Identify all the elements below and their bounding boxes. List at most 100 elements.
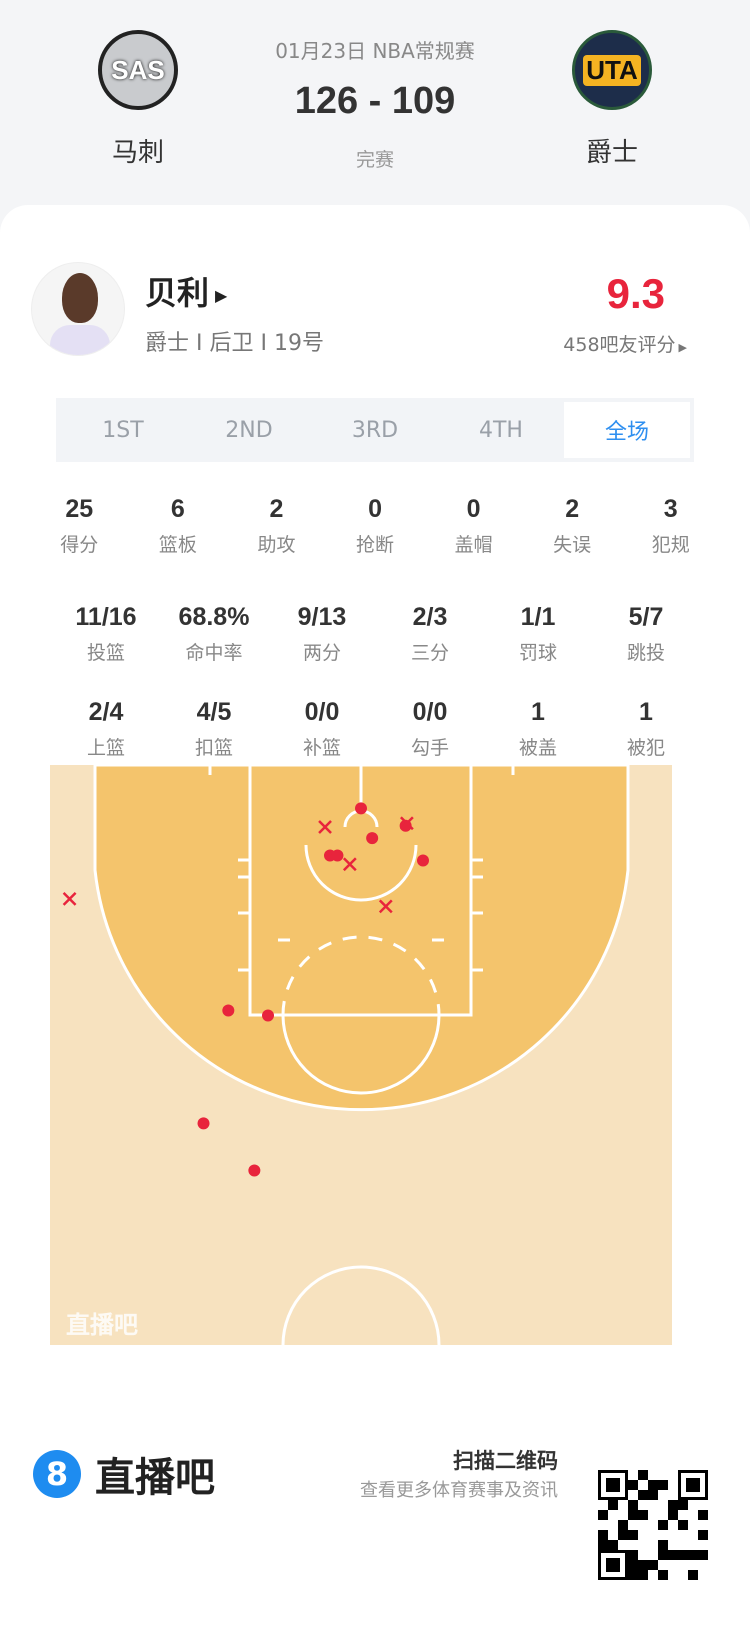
- stat-value: 0: [466, 495, 481, 523]
- stat-value: 11/16: [75, 603, 137, 631]
- home-team-name: 马刺: [111, 138, 164, 168]
- stat-value: 1: [531, 698, 545, 726]
- shot-made: [366, 832, 379, 845]
- stat-label: 盖帽: [454, 534, 493, 556]
- stat-stats_row1-4: 0 盖帽: [424, 495, 523, 557]
- stat-value: 2/3: [412, 603, 448, 631]
- stat-stats_row3-1: 4/5 扣篮: [160, 698, 268, 760]
- player-rating: 9.3: [606, 270, 665, 317]
- away-team-logo: UTA: [572, 30, 652, 110]
- stat-stats_row3-5: 1 被犯: [592, 698, 700, 760]
- stat-value: 4/5: [196, 698, 232, 726]
- three-point-line: [93, 765, 630, 1112]
- stat-label: 补篮: [302, 737, 341, 759]
- away-team-name: 爵士: [585, 138, 638, 168]
- shot-made: [355, 802, 367, 815]
- tab-4th[interactable]: 4TH: [479, 417, 523, 443]
- home-team[interactable]: SAS 马刺: [58, 30, 218, 169]
- stat-label: 勾手: [410, 737, 449, 759]
- stat-value: 6: [170, 495, 185, 523]
- stat-stats_row2-1: 68.8% 命中率: [160, 603, 268, 665]
- watermark: 直播吧: [66, 1311, 138, 1339]
- player-name: 贝利: [145, 274, 210, 312]
- stat-label: 扣篮: [194, 737, 233, 759]
- stat-stats_row3-4: 1 被盖: [484, 698, 592, 760]
- rating-label: 458吧友评分: [563, 334, 676, 356]
- home-team-logo: SAS: [98, 30, 178, 110]
- lane-hash-marks: [208, 765, 515, 972]
- stat-stats_row2-0: 11/16 投篮: [52, 603, 160, 665]
- stat-stats_row1-3: 0 抢断: [326, 495, 425, 557]
- tab-full-game[interactable]: 全场: [564, 402, 690, 458]
- center-circle: [281, 1265, 441, 1345]
- stat-value: 2/4: [88, 698, 124, 726]
- stat-label: 失误: [553, 534, 592, 556]
- stat-value: 68.8%: [178, 603, 250, 631]
- stat-label: 助攻: [257, 534, 296, 556]
- stat-value: 5/7: [628, 603, 664, 631]
- free-throw-circle: [281, 1014, 441, 1095]
- shot-chart: 直播吧: [50, 765, 672, 1345]
- stat-value: 1: [639, 698, 653, 726]
- away-team[interactable]: UTA 爵士: [532, 30, 692, 169]
- shot-made: [331, 849, 344, 862]
- game-date: 01月23日 NBA常规赛: [275, 39, 475, 63]
- stat-label: 两分: [302, 642, 341, 664]
- stat-label: 被盖: [518, 737, 557, 759]
- stat-value: 25: [65, 495, 94, 523]
- restricted-area: [304, 844, 418, 902]
- stat-label: 得分: [60, 534, 99, 556]
- game-score: 126 - 109: [294, 80, 456, 122]
- stat-value: 0: [368, 495, 382, 523]
- stats-row-shooting: 11/16 投篮 68.8% 命中率 9/13 两分 2/3 三分 1/1 罚球 5/7 跳投: [52, 603, 700, 665]
- shot-missed: [399, 816, 414, 831]
- brand-icon: 8: [33, 1450, 81, 1498]
- shot-made: [222, 1004, 235, 1017]
- tab-2nd[interactable]: 2ND: [225, 417, 273, 443]
- stat-stats_row3-0: 2/4 上篮: [52, 698, 160, 760]
- stat-label: 篮板: [158, 534, 197, 556]
- stat-label: 三分: [410, 642, 449, 664]
- stats-row-basic: 25 得分 6 篮板 2 助攻 0 抢断 0 盖帽 2 失误 3 犯规: [30, 495, 720, 557]
- stat-label: 抢断: [356, 534, 395, 556]
- stat-label: 犯规: [651, 534, 690, 556]
- qr-code[interactable]: [598, 1470, 708, 1580]
- period-tabs: 1ST 2ND 3RD 4TH 全场: [56, 398, 694, 462]
- away-abbr: UTA: [583, 54, 641, 86]
- tab-3rd[interactable]: 3RD: [351, 417, 399, 443]
- shot-made: [197, 1117, 210, 1130]
- stat-stats_row3-3: 0/0 勾手: [376, 698, 484, 760]
- stat-stats_row3-2: 0/0 补篮: [268, 698, 376, 760]
- stat-label: 上篮: [86, 737, 125, 759]
- stat-label: 跳投: [626, 642, 665, 664]
- player-meta: 爵士 I 后卫 I 19号: [145, 331, 324, 356]
- stat-stats_row1-0: 25 得分: [30, 495, 129, 557]
- stat-stats_row1-6: 3 犯规: [621, 495, 720, 557]
- stat-stats_row2-4: 1/1 罚球: [484, 603, 592, 665]
- stats-row-shot-types: 2/4 上篮 4/5 扣篮 0/0 补篮 0/0 勾手 1 被盖 1 被犯: [52, 698, 700, 760]
- player-name-link[interactable]: 贝利 ▶: [145, 268, 227, 314]
- scan-subtitle: 查看更多体育赛事及资讯: [360, 1480, 558, 1501]
- shot-missed: [378, 899, 393, 914]
- player-avatar[interactable]: [31, 262, 125, 356]
- stat-label: 命中率: [185, 642, 243, 664]
- shot-missed: [342, 857, 357, 872]
- shot-made: [262, 1009, 274, 1022]
- stat-stats_row1-5: 2 失误: [523, 495, 622, 557]
- shot-missed: [318, 820, 332, 834]
- scan-title: 扫描二维码: [453, 1449, 558, 1473]
- stat-value: 1/1: [520, 603, 556, 631]
- stat-value: 9/13: [297, 603, 347, 631]
- stat-label: 被犯: [626, 737, 665, 759]
- rating-link[interactable]: 458吧友评分 ▶: [563, 330, 687, 357]
- stat-value: 0/0: [412, 698, 448, 726]
- stat-stats_row1-2: 2 助攻: [227, 495, 326, 557]
- stat-stats_row2-5: 5/7 跳投: [592, 603, 700, 665]
- shot-made: [417, 854, 429, 867]
- brand-name: 直播吧: [95, 1455, 215, 1501]
- shot-missed: [62, 892, 77, 906]
- stat-stats_row2-3: 2/3 三分: [376, 603, 484, 665]
- shot-made: [248, 1164, 261, 1177]
- stat-value: 2: [269, 495, 284, 523]
- tab-1st[interactable]: 1ST: [102, 417, 144, 443]
